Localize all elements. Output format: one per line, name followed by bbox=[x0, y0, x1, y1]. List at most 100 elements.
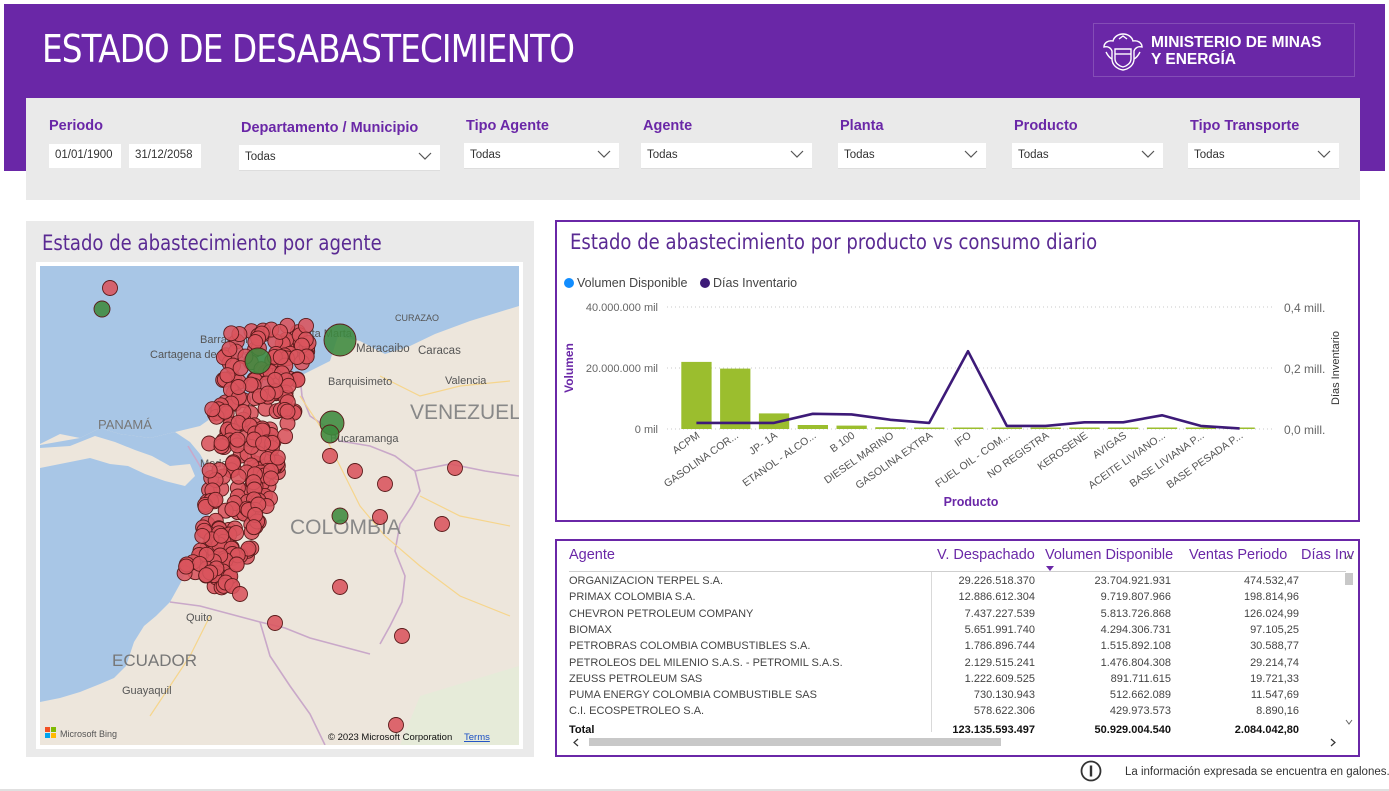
bar-12[interactable] bbox=[1146, 427, 1178, 430]
column-header-dias-inventario[interactable]: Días Inv bbox=[1301, 547, 1355, 563]
agent-bubble[interactable] bbox=[255, 435, 272, 452]
agent-bubble[interactable] bbox=[204, 401, 221, 418]
bar-8[interactable] bbox=[991, 427, 1022, 430]
agent-bubble[interactable] bbox=[322, 448, 338, 464]
agent-bubble[interactable] bbox=[267, 371, 284, 388]
agent-bubble[interactable] bbox=[221, 341, 238, 358]
agent-bubble[interactable] bbox=[377, 476, 393, 492]
agent-bubble[interactable] bbox=[372, 509, 388, 525]
agent-bubble-ok[interactable] bbox=[320, 424, 340, 444]
dias-inventario-line[interactable] bbox=[696, 349, 1240, 430]
agent-bubble[interactable] bbox=[434, 516, 450, 532]
filter-label-tipo-agente: Tipo Agente bbox=[466, 118, 549, 134]
map-terms-link[interactable]: Terms bbox=[464, 732, 490, 743]
agent-bubble[interactable] bbox=[388, 717, 404, 733]
bar-9[interactable] bbox=[1030, 427, 1061, 430]
agent-bubble[interactable] bbox=[447, 460, 463, 476]
agent-bubble[interactable] bbox=[247, 334, 264, 351]
agent-bubble[interactable] bbox=[229, 431, 246, 448]
scroll-up-icon[interactable] bbox=[1345, 554, 1353, 560]
agent-bubble[interactable] bbox=[245, 519, 262, 536]
agent-bubble[interactable] bbox=[272, 349, 289, 366]
bar-14[interactable] bbox=[1224, 427, 1255, 430]
planta-dropdown[interactable]: Todas bbox=[838, 143, 986, 169]
bar-10[interactable] bbox=[1069, 427, 1100, 430]
bar-0[interactable] bbox=[681, 361, 712, 429]
bar-2[interactable] bbox=[758, 413, 790, 429]
agent-bubble[interactable] bbox=[224, 455, 241, 472]
agent-bubble[interactable] bbox=[232, 586, 248, 602]
bar-6[interactable] bbox=[914, 427, 945, 430]
column-header-v-despachado[interactable]: V. Despachado bbox=[937, 547, 1035, 563]
cell-ventas-periodo: 29.214,74 bbox=[1250, 656, 1299, 669]
agente-dropdown[interactable]: Todas bbox=[641, 143, 812, 169]
agent-bubble-ok[interactable] bbox=[331, 507, 349, 525]
agent-bubble-ok[interactable] bbox=[93, 300, 111, 318]
scroll-thumb[interactable] bbox=[589, 738, 1001, 746]
cell-volumen-disponible: 1.476.804.308 bbox=[1100, 656, 1171, 669]
map-frame[interactable]: CURAZAO Barranquilla Santa Marta Cartage… bbox=[36, 262, 523, 749]
agent-bubble-ok[interactable] bbox=[244, 347, 272, 375]
agent-bubble[interactable] bbox=[347, 463, 363, 479]
agent-bubble[interactable] bbox=[263, 470, 279, 487]
agent-bubble[interactable] bbox=[201, 462, 218, 479]
bar-11[interactable] bbox=[1108, 427, 1139, 430]
period-start-date-input[interactable]: 01/01/1900 bbox=[49, 144, 121, 168]
vertical-scrollbar[interactable] bbox=[1343, 551, 1355, 736]
bar-1[interactable] bbox=[720, 368, 751, 429]
bar-4[interactable] bbox=[836, 425, 867, 429]
agent-bubble[interactable] bbox=[194, 527, 211, 544]
agent-bubble[interactable] bbox=[213, 435, 230, 451]
agent-bubbles[interactable] bbox=[93, 280, 463, 733]
filter-label-planta: Planta bbox=[840, 118, 884, 134]
period-end-date-input[interactable]: 31/12/2058 bbox=[129, 144, 201, 168]
agent-bubble[interactable] bbox=[228, 525, 245, 542]
bing-map[interactable]: CURAZAO Barranquilla Santa Marta Cartage… bbox=[40, 266, 519, 745]
agent-bubble[interactable] bbox=[223, 325, 240, 342]
agent-bubble[interactable] bbox=[102, 280, 118, 296]
agent-bubble[interactable] bbox=[178, 558, 195, 575]
bar-3[interactable] bbox=[797, 425, 828, 429]
ministry-name-line2: Y ENERGÍA bbox=[1151, 51, 1236, 68]
departamento-dropdown[interactable]: Todas bbox=[239, 145, 440, 171]
scroll-left-icon[interactable] bbox=[573, 738, 579, 747]
agent-bubble[interactable] bbox=[267, 615, 283, 631]
bar-5[interactable] bbox=[875, 427, 906, 429]
agent-bubble[interactable] bbox=[230, 468, 247, 485]
agent-bubble[interactable] bbox=[198, 567, 215, 584]
column-header-ventas-periodo[interactable]: Ventas Periodo bbox=[1189, 547, 1288, 563]
column-header-agente[interactable]: Agente bbox=[569, 547, 615, 563]
bar-series[interactable] bbox=[681, 361, 1255, 430]
horizontal-scrollbar[interactable] bbox=[569, 736, 1353, 749]
column-header-volumen-disponible[interactable]: Volumen Disponible bbox=[1045, 547, 1174, 563]
agent-bubble[interactable] bbox=[289, 349, 306, 365]
agent-bubble[interactable] bbox=[213, 527, 230, 544]
agent-bubble[interactable] bbox=[224, 501, 241, 518]
agent-bubble[interactable] bbox=[230, 379, 247, 395]
legend-label-volumen: Volumen Disponible bbox=[577, 276, 688, 290]
scroll-thumb[interactable] bbox=[1345, 573, 1353, 585]
y2-tick-label: 0,4 mill. bbox=[1284, 301, 1325, 315]
cell-volumen-disponible: 9.719.807.966 bbox=[1100, 591, 1171, 604]
tipo-transporte-dropdown[interactable]: Todas bbox=[1188, 143, 1339, 169]
product-chart[interactable]: Volumen Disponible Días Inventario 40.00… bbox=[557, 222, 1358, 520]
scroll-right-icon[interactable] bbox=[1330, 738, 1336, 747]
agent-bubble[interactable] bbox=[298, 317, 314, 334]
agent-bubble[interactable] bbox=[394, 628, 410, 644]
tipo-agente-dropdown[interactable]: Todas bbox=[464, 143, 619, 169]
agent-bubble[interactable] bbox=[228, 556, 245, 573]
agent-bubble[interactable] bbox=[207, 491, 224, 508]
cell-ventas-periodo: 97.105,25 bbox=[1250, 623, 1299, 636]
agent-bubble[interactable] bbox=[279, 403, 296, 420]
agent-bubble[interactable] bbox=[219, 367, 236, 384]
producto-dropdown[interactable]: Todas bbox=[1012, 143, 1163, 169]
bar-7[interactable] bbox=[952, 427, 984, 430]
scroll-down-icon[interactable] bbox=[1345, 719, 1353, 725]
bar-13[interactable] bbox=[1185, 427, 1216, 430]
agent-bubble[interactable] bbox=[259, 385, 276, 402]
agent-bubble[interactable] bbox=[269, 449, 286, 466]
agent-bubble[interactable] bbox=[272, 323, 288, 340]
agent-bubble[interactable] bbox=[332, 579, 348, 595]
agent-bubble[interactable] bbox=[277, 428, 294, 445]
agent-bubble-ok[interactable] bbox=[323, 323, 357, 357]
